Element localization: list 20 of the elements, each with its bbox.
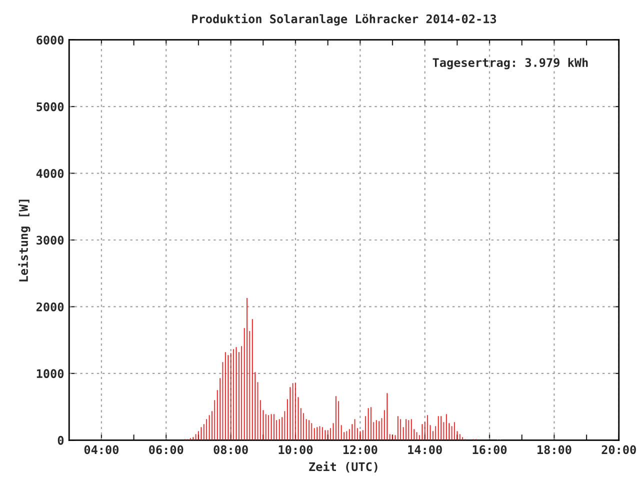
y-tick-label: 1000 [36, 369, 64, 378]
y-tick-label: 4000 [36, 169, 64, 178]
x-tick-label: 04:00 [84, 445, 119, 454]
annotation: Tagesertrag: 3.979 kWh [432, 58, 588, 70]
x-tick-label: 10:00 [278, 445, 313, 454]
y-tick-label: 2000 [36, 302, 64, 312]
y-axis-title: Leistung [W] [18, 200, 30, 282]
y-tick-label: 6000 [36, 36, 64, 45]
chart-title: Produktion Solaranlage Löhracker 2014-02-13 [192, 14, 496, 26]
y-tick-label: 0 [58, 436, 64, 445]
x-tick-label: 20:00 [602, 445, 636, 454]
x-tick-label: 08:00 [214, 445, 248, 454]
x-axis-title: Zeit (UTC) [309, 461, 378, 473]
x-tick-label: 06:00 [149, 445, 184, 454]
x-tick-label: 12:00 [343, 445, 378, 454]
x-tick-label: 18:00 [538, 445, 572, 454]
x-tick-label: 14:00 [408, 445, 442, 454]
y-tick-label: 3000 [36, 236, 64, 245]
y-tick-label: 5000 [36, 102, 64, 112]
x-tick-label: 16:00 [472, 445, 507, 454]
